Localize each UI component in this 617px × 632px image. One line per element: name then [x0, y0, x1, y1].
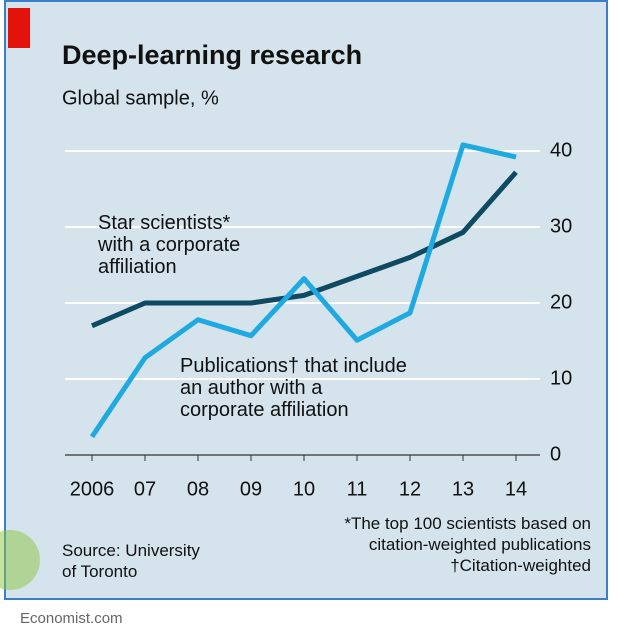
red-tag: [8, 8, 30, 48]
chart-title: Deep-learning research: [62, 40, 362, 70]
logo-decoration: [0, 530, 40, 590]
footer: Economist.com: [20, 608, 123, 630]
y-tick-label: 30: [550, 215, 572, 237]
y-tick-label: 40: [550, 139, 572, 161]
x-tick-label: 09: [240, 478, 262, 500]
y-tick-label: 0: [550, 443, 561, 465]
chart-subtitle: Global sample, %: [62, 87, 219, 109]
x-tick-label: 2006: [70, 478, 115, 500]
x-tick-label: 10: [293, 478, 315, 500]
x-tick-label: 13: [452, 478, 474, 500]
y-tick-label: 20: [550, 291, 572, 313]
series-label: Publications† that include an author wit…: [180, 355, 407, 421]
notes: *The top 100 scientists based on citatio…: [344, 513, 591, 576]
x-tick-label: 07: [134, 478, 156, 500]
y-tick-label: 10: [550, 367, 572, 389]
source: Source: University of Toronto: [62, 540, 200, 582]
x-tick-label: 14: [505, 478, 527, 500]
x-tick-label: 08: [187, 478, 209, 500]
page: Deep-learning research Global sample, % …: [0, 0, 617, 632]
x-tick-label: 12: [399, 478, 421, 500]
x-tick-label: 11: [347, 478, 368, 500]
series-label: Star scientists* with a corporate affili…: [98, 212, 240, 278]
